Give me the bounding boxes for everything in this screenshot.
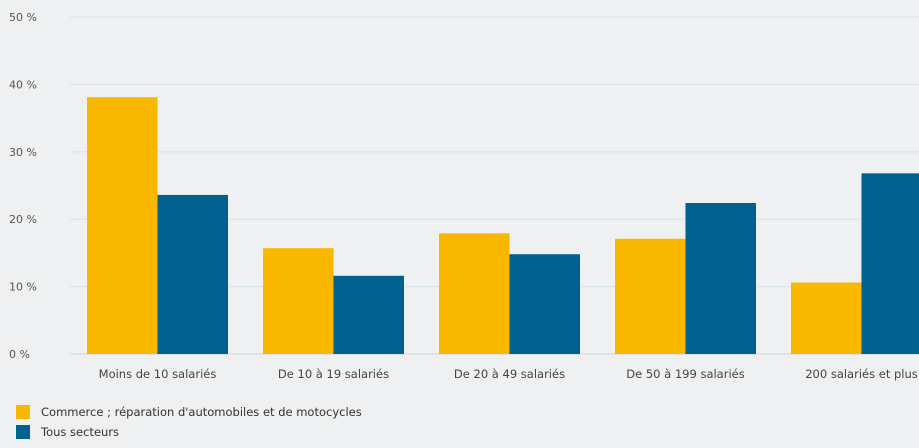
legend-swatch-commerce xyxy=(16,405,30,419)
legend-swatch-tous-secteurs xyxy=(16,425,30,439)
y-tick-label: 30 % xyxy=(9,146,37,159)
bar-chart: 0 % 10 % 20 % 30 % 40 % 50 % Moins de 10 sala… xyxy=(9,11,919,381)
bar-commerce xyxy=(791,282,862,354)
bar-tous-secteurs xyxy=(509,254,580,354)
y-tick-label: 50 % xyxy=(9,11,37,24)
x-tick-label: De 50 à 199 salariés xyxy=(626,367,744,381)
y-tick-label: 10 % xyxy=(9,281,37,294)
bars xyxy=(87,97,919,355)
bar-tous-secteurs xyxy=(157,194,228,354)
bar-commerce xyxy=(263,248,334,354)
bar-tous-secteurs xyxy=(333,275,404,354)
bar-commerce xyxy=(87,97,158,355)
x-tick-label: De 20 à 49 salariés xyxy=(454,367,565,381)
legend-label-commerce: Commerce ; réparation d'automobiles et d… xyxy=(41,405,362,419)
x-tick-label: Moins de 10 salariés xyxy=(99,367,217,381)
bar-commerce xyxy=(615,238,686,354)
y-axis-ticks: 0 % 10 % 20 % 30 % 40 % 50 % xyxy=(9,11,37,361)
bar-tous-secteurs xyxy=(861,173,919,354)
legend-label-tous-secteurs: Tous secteurs xyxy=(41,425,120,439)
y-tick-label: 20 % xyxy=(9,213,37,226)
y-tick-label: 40 % xyxy=(9,78,37,91)
legend-item-commerce: Commerce ; réparation d'automobiles et d… xyxy=(16,402,362,422)
legend-item-tous-secteurs: Tous secteurs xyxy=(16,422,362,442)
bar-tous-secteurs xyxy=(685,203,756,354)
x-axis-ticks: Moins de 10 salariés De 10 à 19 salariés D… xyxy=(99,367,918,381)
x-tick-label: De 10 à 19 salariés xyxy=(278,367,389,381)
y-tick-label: 0 % xyxy=(9,348,30,361)
x-tick-label: 200 salariés et plus xyxy=(805,367,918,381)
legend: Commerce ; réparation d'automobiles et d… xyxy=(16,402,362,442)
bar-commerce xyxy=(439,233,510,354)
